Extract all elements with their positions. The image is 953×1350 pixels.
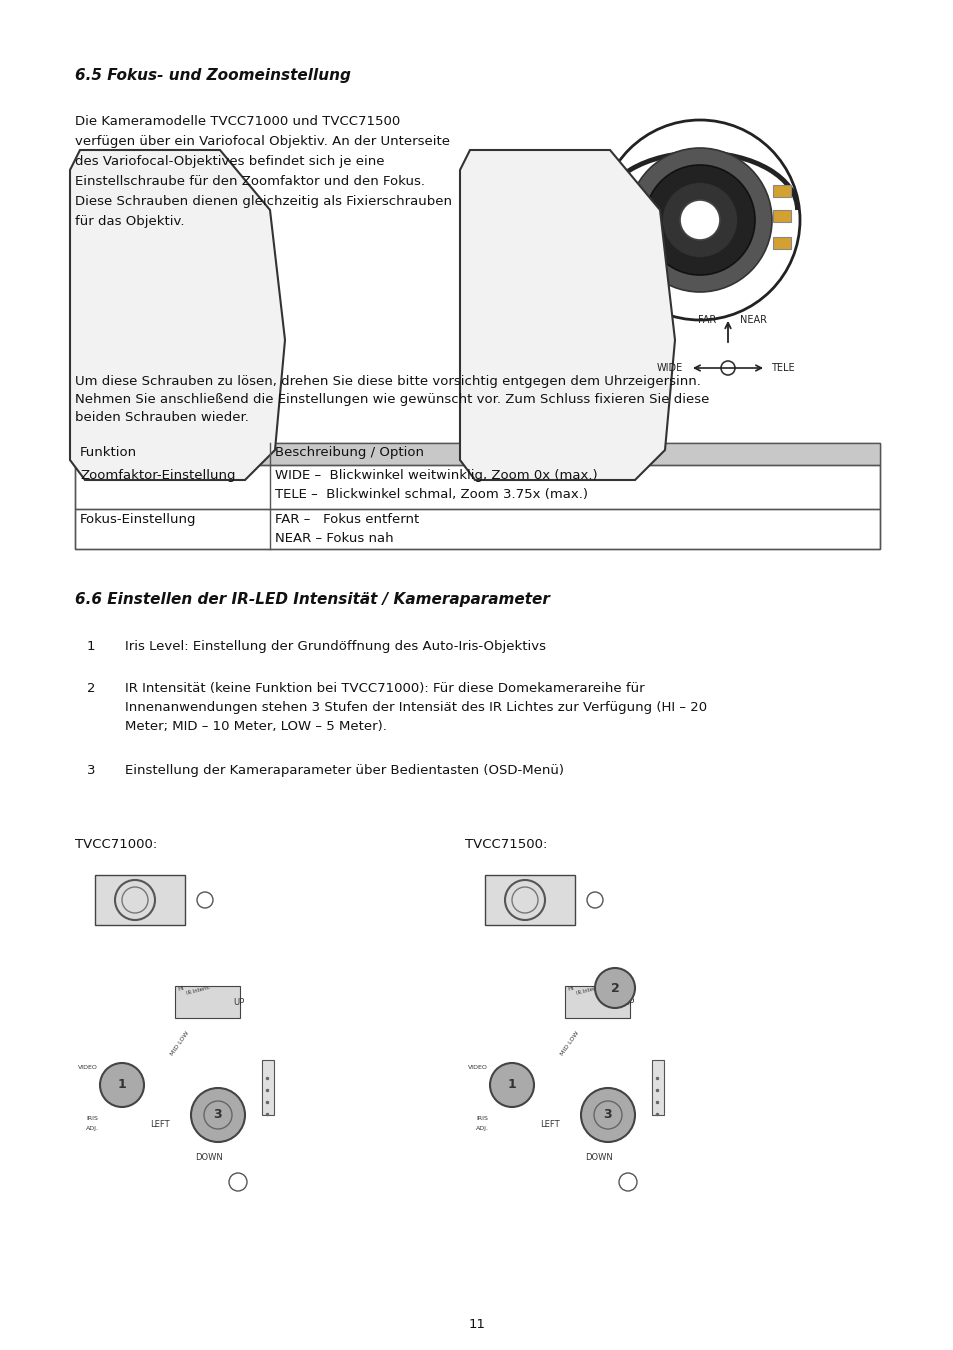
- Text: 3: 3: [213, 1108, 222, 1122]
- Text: des Variofocal-Objektives befindet sich je eine: des Variofocal-Objektives befindet sich …: [75, 155, 384, 167]
- Text: IRIS: IRIS: [86, 1116, 98, 1120]
- Text: WIDE –  Blickwinkel weitwinklig, Zoom 0x (max.): WIDE – Blickwinkel weitwinklig, Zoom 0x …: [274, 468, 597, 482]
- Text: LEFT: LEFT: [150, 1120, 170, 1129]
- Circle shape: [644, 165, 754, 275]
- Text: Die Kameramodelle TVCC71000 und TVCC71500: Die Kameramodelle TVCC71000 und TVCC7150…: [75, 115, 400, 128]
- Bar: [95, 875, 185, 925]
- Bar: [174, 986, 240, 1018]
- Text: Funktion: Funktion: [80, 446, 137, 459]
- Circle shape: [595, 968, 635, 1008]
- Text: ADJ.: ADJ.: [476, 1126, 489, 1131]
- Text: HI: HI: [566, 986, 574, 991]
- Text: Zoomfaktor-Einstellung: Zoomfaktor-Einstellung: [80, 468, 235, 482]
- Text: 1: 1: [117, 1079, 126, 1092]
- Text: WIDE: WIDE: [656, 363, 682, 373]
- Text: VIDEO: VIDEO: [78, 1065, 98, 1071]
- Text: LEFT: LEFT: [539, 1120, 559, 1129]
- Bar: [772, 211, 790, 221]
- Text: IR Intens.: IR Intens.: [186, 986, 211, 996]
- Text: UP: UP: [233, 998, 244, 1007]
- Text: UP: UP: [622, 998, 634, 1007]
- Text: Fokus-Einstellung: Fokus-Einstellung: [80, 513, 196, 526]
- Bar: [75, 509, 879, 549]
- Text: Um diese Schrauben zu lösen, drehen Sie diese bitte vorsichtig entgegen dem Uhrz: Um diese Schrauben zu lösen, drehen Sie …: [75, 375, 700, 387]
- Circle shape: [490, 1062, 534, 1107]
- Bar: [484, 875, 575, 925]
- Text: TVCC71000:: TVCC71000:: [75, 838, 157, 850]
- Circle shape: [679, 200, 720, 240]
- Text: Diese Schrauben dienen gleichzeitig als Fixierschrauben: Diese Schrauben dienen gleichzeitig als …: [75, 194, 452, 208]
- Text: 3: 3: [87, 764, 95, 778]
- Text: DOWN: DOWN: [584, 1153, 612, 1162]
- Text: beiden Schrauben wieder.: beiden Schrauben wieder.: [75, 410, 249, 424]
- Text: Meter; MID – 10 Meter, LOW – 5 Meter).: Meter; MID – 10 Meter, LOW – 5 Meter).: [125, 720, 387, 733]
- Text: IRIS: IRIS: [476, 1116, 487, 1120]
- Text: 2: 2: [87, 682, 95, 695]
- Polygon shape: [459, 150, 675, 481]
- Circle shape: [191, 1088, 245, 1142]
- Text: Beschreibung / Option: Beschreibung / Option: [274, 446, 423, 459]
- Bar: [772, 185, 790, 197]
- Circle shape: [627, 148, 771, 292]
- Text: 2: 2: [610, 981, 618, 995]
- Text: NEAR – Fokus nah: NEAR – Fokus nah: [274, 532, 394, 545]
- Text: TELE –  Blickwinkel schmal, Zoom 3.75x (max.): TELE – Blickwinkel schmal, Zoom 3.75x (m…: [274, 487, 587, 501]
- Bar: [262, 1060, 274, 1115]
- Text: IR Intensität (keine Funktion bei TVCC71000): Für diese Domekamerareihe für: IR Intensität (keine Funktion bei TVCC71…: [125, 682, 644, 695]
- Bar: [75, 464, 879, 509]
- Text: 1: 1: [87, 640, 95, 653]
- Text: verfügen über ein Variofocal Objektiv. An der Unterseite: verfügen über ein Variofocal Objektiv. A…: [75, 135, 450, 148]
- Bar: [564, 986, 629, 1018]
- Text: HI: HI: [177, 986, 185, 991]
- Text: MID LOW: MID LOW: [170, 1030, 191, 1056]
- Bar: [75, 443, 879, 464]
- Text: Iris Level: Einstellung der Grundöffnung des Auto-Iris-Objektivs: Iris Level: Einstellung der Grundöffnun…: [125, 640, 545, 653]
- Polygon shape: [70, 150, 285, 481]
- Text: FAR –   Fokus entfernt: FAR – Fokus entfernt: [274, 513, 418, 526]
- Text: DOWN: DOWN: [194, 1153, 222, 1162]
- Polygon shape: [555, 176, 599, 261]
- Bar: [772, 238, 790, 248]
- Bar: [651, 1060, 663, 1115]
- Text: NEAR: NEAR: [740, 315, 766, 325]
- Circle shape: [100, 1062, 144, 1107]
- Text: TVCC71500:: TVCC71500:: [464, 838, 547, 850]
- Text: für das Objektiv.: für das Objektiv.: [75, 215, 184, 228]
- Text: 3: 3: [603, 1108, 612, 1122]
- Text: TELE: TELE: [770, 363, 794, 373]
- Bar: [75, 443, 879, 549]
- Text: Einstellung der Kameraparameter über Bedientasten (OSD-Menü): Einstellung der Kameraparameter über Bed…: [125, 764, 563, 778]
- Text: VIDEO: VIDEO: [468, 1065, 487, 1071]
- Text: Innenanwendungen stehen 3 Stufen der Intensiät des IR Lichtes zur Verfügung (HI: Innenanwendungen stehen 3 Stufen der Int…: [125, 701, 706, 714]
- Text: Nehmen Sie anschließend die Einstellungen wie gewünscht vor. Zum Schluss fixiere: Nehmen Sie anschließend die Einstellunge…: [75, 393, 709, 406]
- Text: 6.5 Fokus- und Zoomeinstellung: 6.5 Fokus- und Zoomeinstellung: [75, 68, 351, 82]
- Circle shape: [661, 182, 738, 258]
- Text: 6.6 Einstellen der IR-LED Intensität / Kameraparameter: 6.6 Einstellen der IR-LED Intensität / K…: [75, 593, 549, 608]
- Circle shape: [580, 1088, 635, 1142]
- Text: MID LOW: MID LOW: [559, 1030, 579, 1056]
- Text: 11: 11: [468, 1318, 485, 1331]
- Text: Einstellschraube für den Zoomfaktor und den Fokus.: Einstellschraube für den Zoomfaktor und …: [75, 176, 424, 188]
- Text: IR Intens.: IR Intens.: [576, 986, 600, 996]
- Text: ADJ.: ADJ.: [86, 1126, 99, 1131]
- Text: FAR: FAR: [697, 315, 716, 325]
- Text: 1: 1: [507, 1079, 516, 1092]
